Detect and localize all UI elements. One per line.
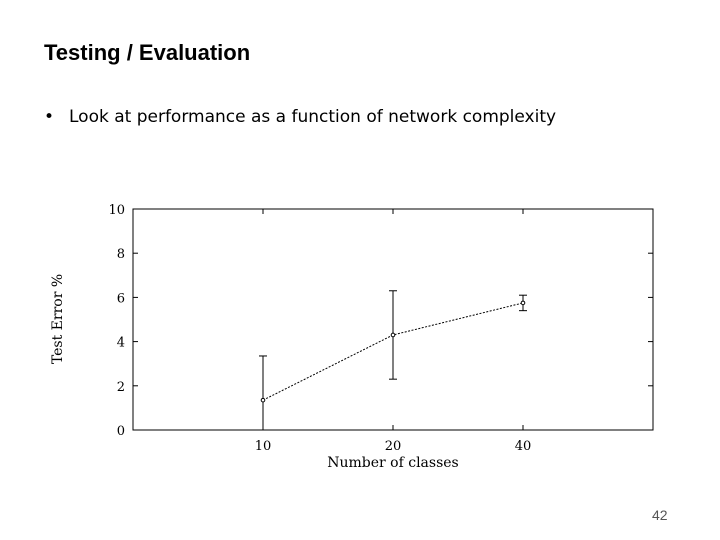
y-tick-label: 0 [117,424,125,439]
y-axis: 0 2 4 6 8 10 [108,203,653,439]
data-point [260,397,266,403]
bullet-text: Look at performance as a function of net… [69,107,557,127]
y-tick-label: 2 [117,380,125,395]
x-axis-label: Number of classes [327,455,459,471]
data-point [520,300,526,306]
x-tick-label: 40 [515,439,532,454]
y-tick-label: 4 [117,336,125,351]
y-tick-label: 6 [117,291,125,306]
y-tick-label: 10 [108,203,125,218]
data-point [390,332,396,338]
bullet-item: • Look at performance as a function of n… [44,107,556,127]
slide-title: Testing / Evaluation [44,40,251,65]
x-tick-label: 10 [255,439,272,454]
y-tick-label: 8 [117,247,125,262]
data-points [260,300,526,403]
x-tick-label: 20 [385,439,402,454]
y-axis-label: Test Error % [50,274,66,364]
bullet-dot: • [44,107,55,127]
page-number: 42 [652,507,668,523]
x-axis: 10 20 40 [255,209,532,454]
